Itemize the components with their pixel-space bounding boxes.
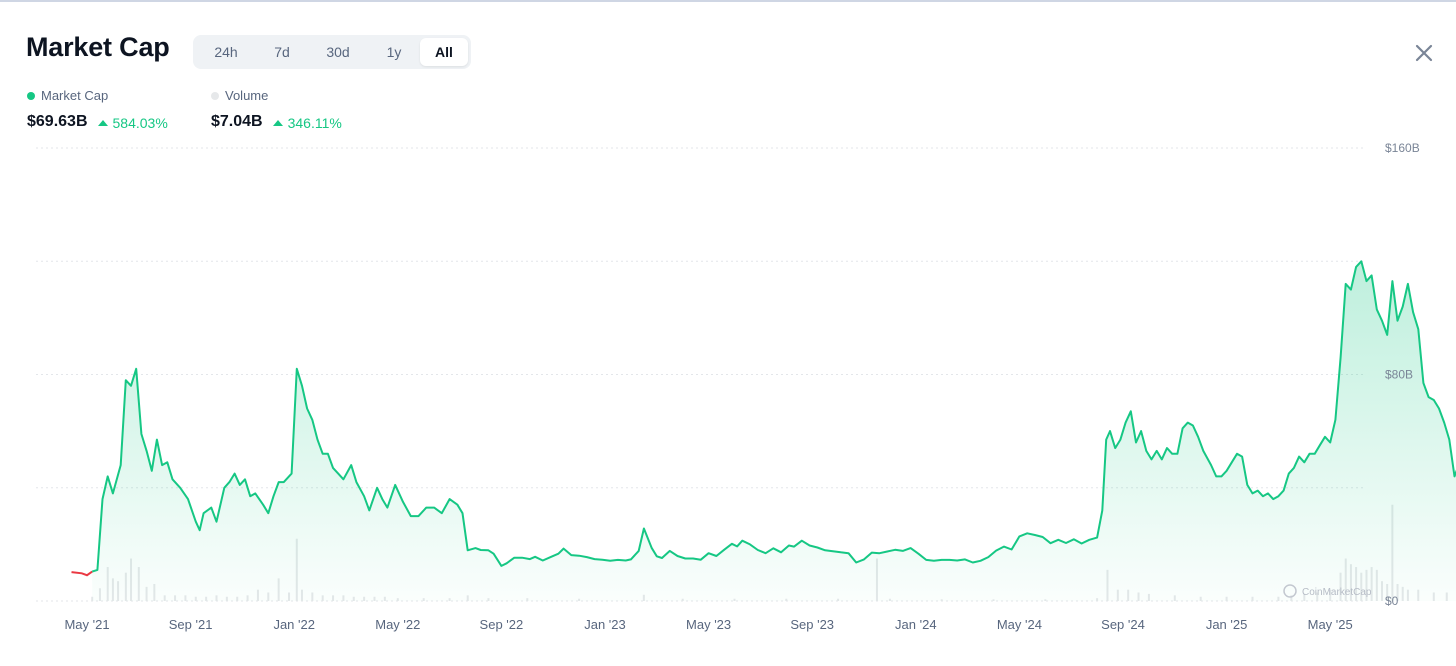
- tab-all[interactable]: All: [420, 38, 468, 66]
- market-cap-stat: $69.63B 584.03%: [27, 113, 168, 131]
- x-tick-label: Jan '25: [1206, 617, 1248, 632]
- volume-change-text: 346.11%: [287, 115, 342, 131]
- x-tick-label: Sep '24: [1101, 617, 1145, 632]
- legend-volume[interactable]: Volume: [211, 88, 268, 103]
- tab-30d[interactable]: 30d: [326, 44, 350, 60]
- page-title: Market Cap: [26, 32, 170, 62]
- coinmarketcap-watermark: CoinMarketCap: [1283, 584, 1372, 598]
- tab-7d[interactable]: 7d: [274, 44, 290, 60]
- up-triangle-icon: [97, 120, 108, 126]
- market-cap-change-text: 584.03%: [112, 115, 168, 131]
- tab-24h[interactable]: 24h: [214, 44, 238, 60]
- market-cap-change: 584.03%: [97, 115, 168, 131]
- up-triangle-icon: [272, 120, 283, 126]
- x-tick-label: May '21: [64, 617, 109, 632]
- volume-value: $7.04B: [211, 113, 263, 130]
- time-range-tabs: 24h 7d 30d 1y All: [193, 35, 471, 69]
- x-tick-label: Sep '21: [169, 617, 213, 632]
- legend-market-cap-label: Market Cap: [41, 88, 109, 103]
- y-tick-label: $80B: [1385, 368, 1413, 382]
- close-icon: [1415, 44, 1433, 62]
- volume-stat: $7.04B 346.11%: [211, 113, 342, 131]
- tab-1y[interactable]: 1y: [386, 44, 402, 60]
- x-tick-label: Jan '24: [895, 617, 937, 632]
- legend-volume-label: Volume: [225, 88, 269, 103]
- x-tick-label: May '24: [997, 617, 1042, 632]
- market-cap-dot-icon: [27, 91, 35, 100]
- market-cap-area: [92, 261, 1456, 601]
- y-tick-label: $0: [1385, 594, 1399, 608]
- market-cap-line: [91, 260, 1456, 573]
- window-top-border: [0, 0, 1456, 2]
- volume-dot-icon: [211, 91, 219, 100]
- coinmarketcap-logo-icon: [1283, 584, 1297, 598]
- close-button[interactable]: [1410, 39, 1438, 67]
- x-tick-label: May '23: [686, 617, 731, 632]
- x-tick-label: Jan '23: [584, 617, 626, 632]
- market-cap-value: $69.63B: [27, 113, 88, 130]
- legend-market-cap[interactable]: Market Cap: [27, 88, 108, 103]
- volume-change: 346.11%: [272, 115, 342, 131]
- x-tick-label: May '22: [375, 617, 420, 632]
- y-tick-label: $160B: [1385, 141, 1420, 155]
- market-cap-line-negative: [71, 570, 93, 577]
- x-tick-label: Sep '22: [480, 617, 524, 632]
- x-tick-label: Jan '22: [273, 617, 315, 632]
- volume-bar: [91, 596, 94, 601]
- watermark-text: CoinMarketCap: [1302, 587, 1372, 598]
- x-tick-label: May '25: [1308, 617, 1353, 632]
- x-tick-label: Sep '23: [790, 617, 834, 632]
